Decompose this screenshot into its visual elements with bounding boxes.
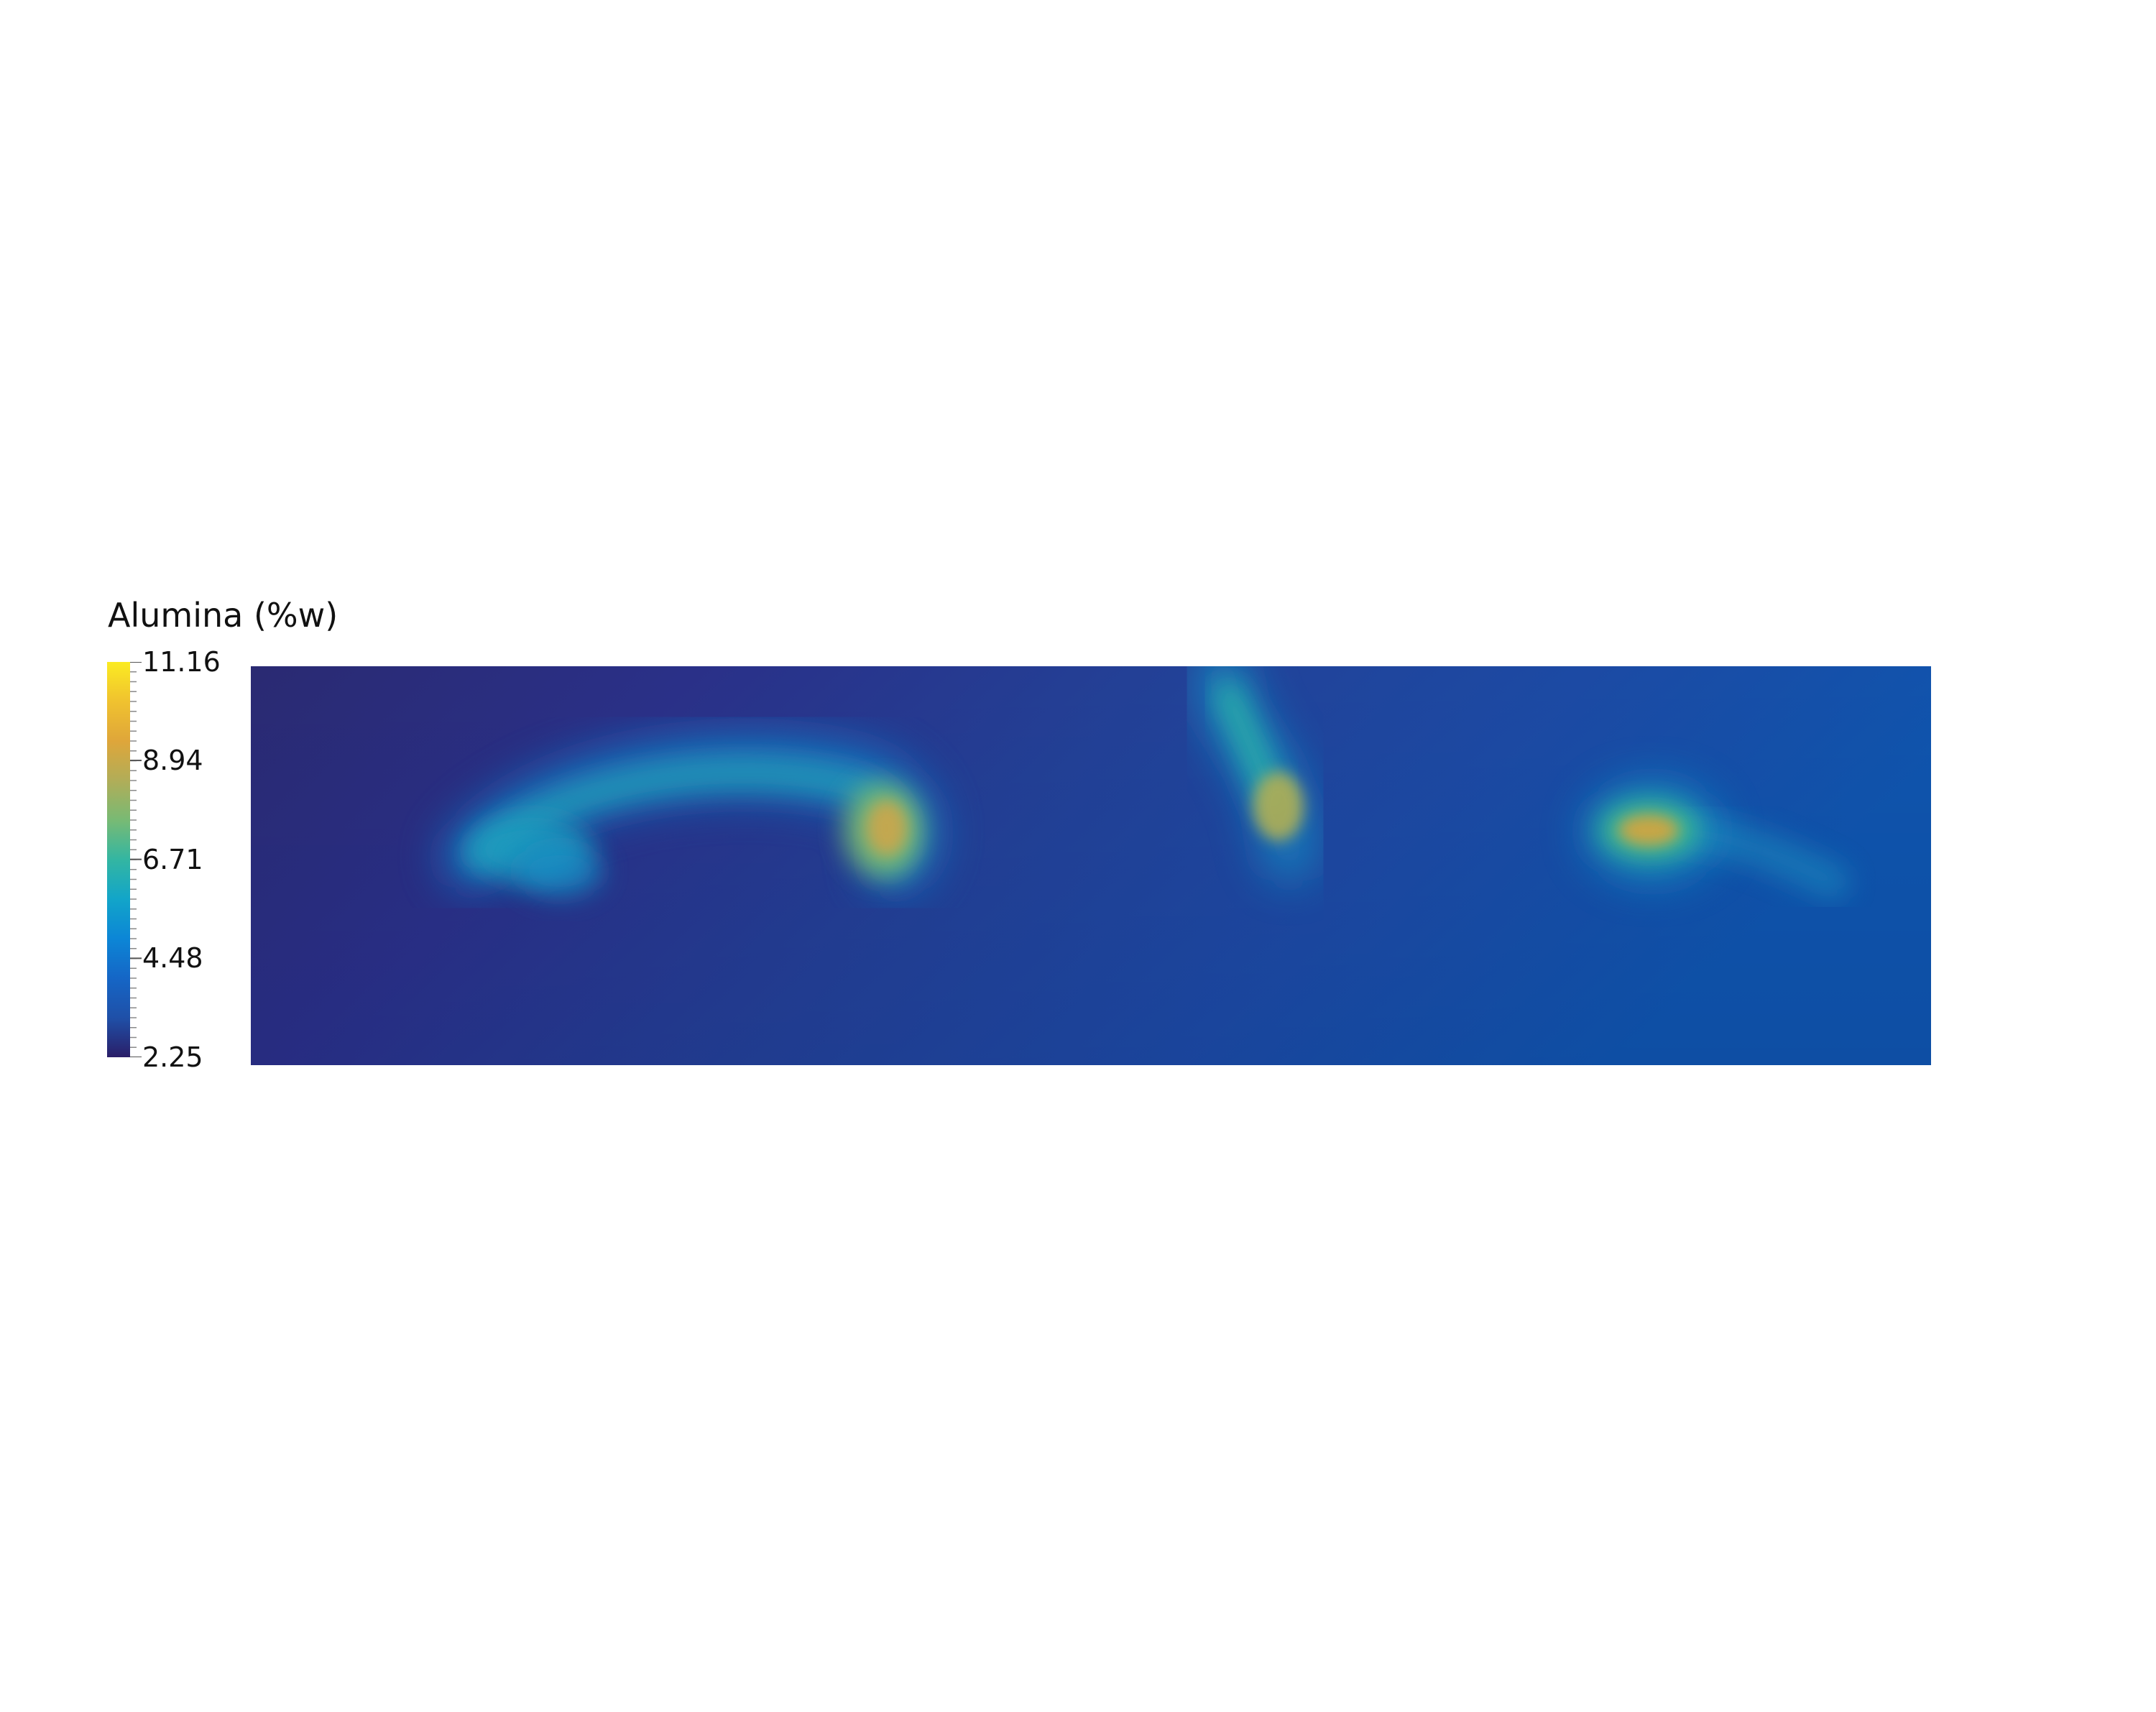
- alumina-field-plot: [251, 666, 1931, 1065]
- colorbar: [107, 662, 130, 1057]
- colorbar-label-2: 8.94: [142, 745, 203, 776]
- hotspot-arc-left: [441, 732, 941, 896]
- colorbar-label-3: 6.71: [142, 844, 203, 875]
- colorbar-ticks: [130, 662, 142, 1057]
- colorbar-label-max: 11.16: [142, 646, 221, 678]
- hotspot-right-plume: [1584, 781, 1850, 900]
- hotspot-middle-plume: [1192, 666, 1318, 882]
- colorbar-label-min: 2.25: [142, 1041, 203, 1073]
- colorbar-title: Alumina (%w): [108, 596, 338, 635]
- colorbar-label-4: 4.48: [142, 942, 203, 974]
